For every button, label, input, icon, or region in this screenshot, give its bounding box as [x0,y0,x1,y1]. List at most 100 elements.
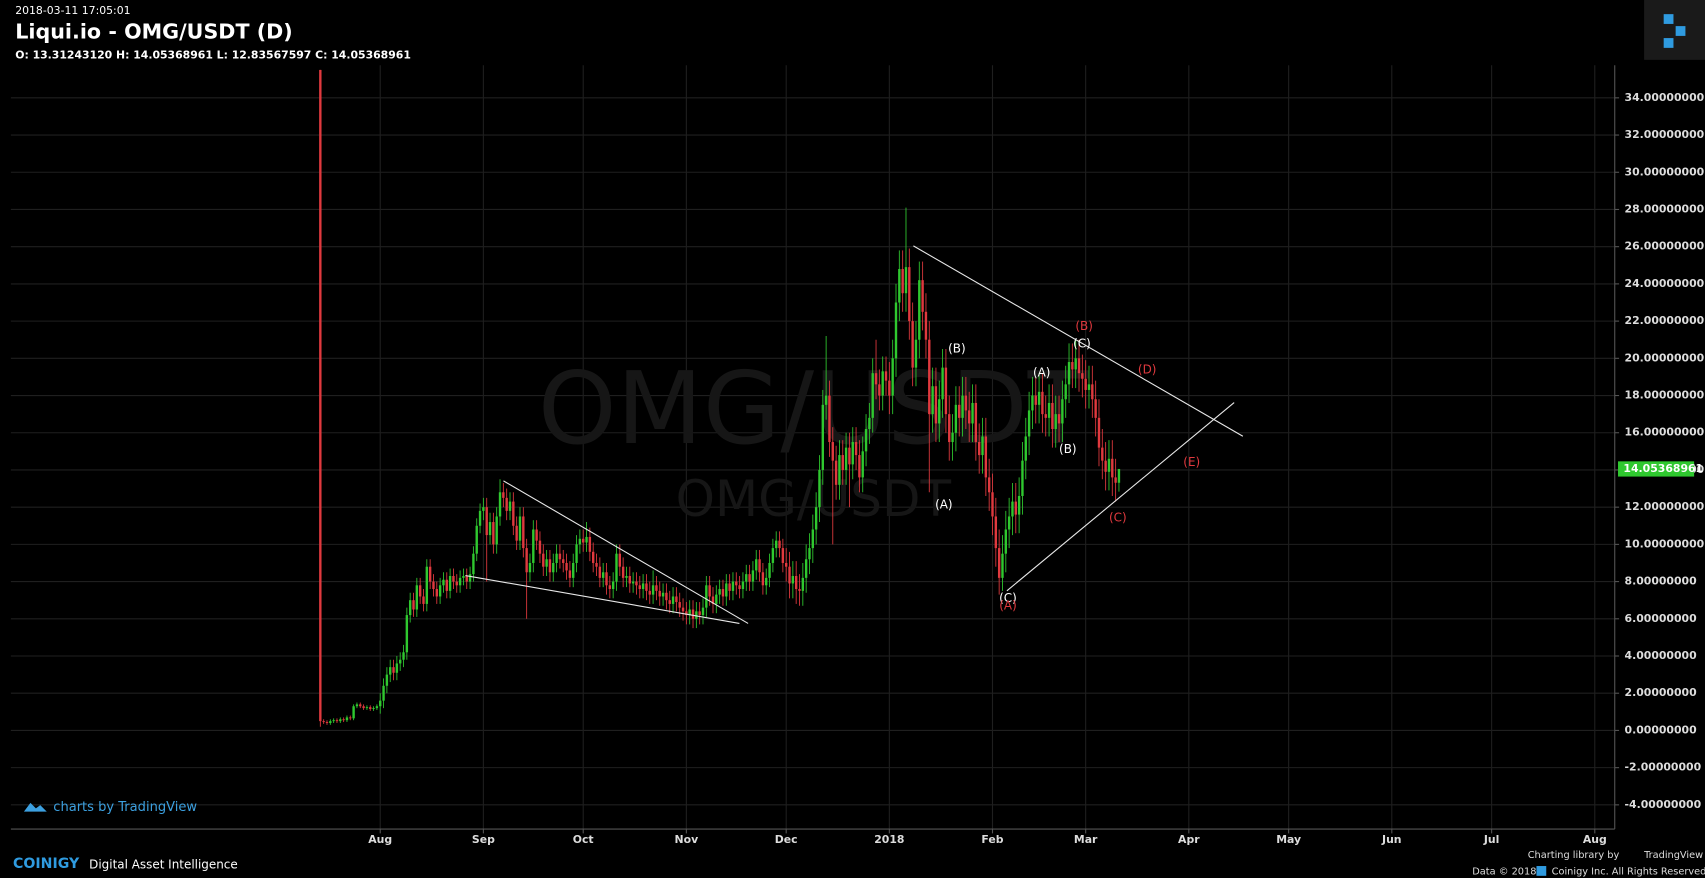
y-tick-label: 24.00000000 [1625,277,1705,290]
candle-body [359,704,362,707]
logo-square [1675,26,1686,36]
trendline [503,480,749,624]
candle-body [595,562,598,567]
candle-body [478,510,482,526]
wave-label: (C) [1073,336,1091,350]
candle-body [1064,384,1067,400]
candle-body [375,706,379,709]
candle-body [824,395,828,405]
candle-body [711,596,715,604]
candle-body [938,399,941,424]
wave-label: (C) [1109,510,1127,524]
candle-body [552,562,555,573]
candle-body [751,570,755,582]
candle-body [518,516,522,541]
candle-body [1047,402,1051,418]
candle-body [1087,384,1091,390]
candle-body [851,442,854,465]
candle-body [798,589,801,591]
candle-body [831,442,834,461]
candle-body [1021,460,1024,496]
candle-body [804,559,808,578]
candle-body [658,590,661,597]
candle-body [864,429,868,452]
candle-body [402,652,405,660]
candle-body [961,395,964,418]
candle-body [405,615,409,653]
y-tick-label: 6.00000000 [1625,612,1698,625]
candle-body [671,596,675,604]
candle-body [648,590,651,595]
candle-body [522,516,525,549]
candle-body [948,414,951,443]
axis-labels: -4.00000000 -2.00000000 0.00000000 2.000000… [368,91,1704,846]
candle-body [542,553,545,567]
candle-body [661,592,665,597]
candle-body [884,371,888,381]
candle-body [1014,501,1017,515]
candle-body [605,572,608,586]
y-tick-label: 26.00000000 [1625,240,1705,253]
candle-body [488,522,492,536]
candle-body [578,538,582,545]
candle-body [1091,384,1094,400]
wave-label: (A) [935,497,953,511]
candle-body [1037,391,1041,405]
candle-body [565,562,568,571]
x-tick-label: Oct [573,833,594,846]
candle-body [379,700,382,707]
candle-body [977,442,981,456]
candle-body [768,562,771,578]
candle-body [685,611,688,616]
candle-body [994,516,998,549]
candle-body [1074,358,1077,370]
candle-body [572,562,575,578]
charting-by: Charting library by [1528,850,1620,861]
candle-body [505,497,508,511]
y-tick-label: 16.00000000 [1625,426,1705,439]
candle-body [1094,399,1097,418]
candle-body [1034,395,1037,405]
tagline: Digital Asset Intelligence [89,857,238,871]
candle-body [778,540,781,549]
y-tick-label: -2.00000000 [1625,761,1702,774]
candle-body [984,436,988,478]
candle-body [635,581,638,586]
trendline [1006,402,1235,592]
x-tick-label: Jun [1381,833,1402,846]
candle-body [668,600,671,604]
candle-body [698,611,701,616]
candle-body [631,581,635,584]
y-tick-label: 2.00000000 [1625,686,1698,699]
x-tick-label: Nov [675,833,699,846]
candle-body [828,395,831,443]
wave-label: (B) [1059,442,1077,456]
candle-body [408,600,412,616]
candle-body [1067,362,1071,385]
candle-body [372,708,375,710]
candle-body [731,581,735,591]
candle-body [362,706,365,709]
candle-body [1084,378,1087,390]
candle-body [1007,516,1011,530]
candle-body [931,386,934,415]
candle-body [392,667,395,673]
candle-body [502,492,505,498]
candle-body [435,589,438,597]
candle-body [874,373,878,385]
candle-body [1011,501,1014,517]
candle-body [974,402,978,443]
y-tick-label: 18.00000000 [1625,389,1705,402]
x-tick-label: Dec [775,833,798,846]
candle-body [428,566,432,582]
candle-body [894,302,898,359]
chart-title: Liqui.io - OMG/USDT (D) [15,20,293,44]
candle-body [701,607,705,616]
candle-body [781,548,785,563]
x-tick-label: 2018 [874,833,904,846]
candle-body [591,551,595,563]
trendlines [465,245,1244,624]
candle-body [748,574,751,582]
candle-body [834,460,838,485]
wave-labels: (B)(A)(C)(A)(B)(C)(B)(D)(E)(C)(A) [935,319,1200,613]
